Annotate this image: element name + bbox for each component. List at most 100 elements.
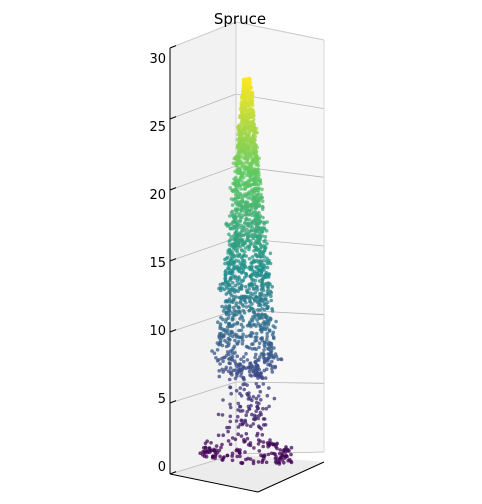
scatter-point — [246, 345, 250, 350]
scatter-point — [238, 422, 243, 427]
scatter-point — [230, 285, 235, 290]
scatter-point — [266, 444, 270, 449]
scatter-point — [253, 417, 257, 422]
scatter-point — [255, 228, 259, 233]
scatter-point — [217, 286, 221, 291]
scatter-point — [239, 357, 243, 362]
scatter-point — [257, 238, 262, 243]
scatter-point — [264, 406, 269, 411]
scatter-point — [234, 301, 239, 305]
scatter-point — [240, 95, 244, 100]
scatter-point — [241, 107, 246, 111]
scatter-point — [253, 368, 257, 373]
z-tick-mark-5 — [169, 400, 177, 404]
scatter-point — [260, 375, 264, 379]
scatter-point — [263, 235, 268, 239]
scatter-point — [241, 176, 246, 180]
scatter-point — [226, 328, 230, 333]
scatter-point — [286, 447, 290, 452]
scatter-point — [255, 371, 259, 376]
scatter-point — [272, 346, 276, 350]
scatter-point — [236, 157, 240, 162]
scatter-point — [230, 280, 235, 285]
scatter-point — [259, 303, 263, 308]
scatter-point — [224, 365, 229, 370]
scatter-point — [271, 324, 276, 328]
scatter-point — [248, 424, 253, 429]
scatter-point — [245, 136, 249, 140]
scatter-point — [245, 358, 250, 362]
scatter-point — [231, 161, 236, 166]
scatter-point — [251, 323, 255, 327]
scatter-point — [265, 285, 270, 289]
scatter-point — [241, 213, 245, 217]
scatter-point — [258, 220, 262, 225]
scatter-point — [230, 209, 235, 214]
scatter-point — [257, 341, 262, 346]
z-tick-label: 20 — [149, 188, 166, 203]
scatter-point — [219, 315, 223, 320]
z-tick-mark-10 — [169, 329, 177, 333]
scatter-point — [255, 162, 260, 166]
scatter-point — [233, 376, 238, 381]
scatter-point — [254, 382, 259, 386]
scatter-point — [247, 155, 252, 159]
scatter-point — [240, 279, 245, 283]
scatter-point — [244, 413, 248, 418]
scatter-point — [239, 208, 244, 213]
z-tick-mark-30 — [169, 45, 177, 49]
scatter-point — [205, 448, 210, 453]
scatter-point — [289, 445, 294, 450]
scatter-point — [252, 188, 257, 193]
scatter-point — [255, 258, 259, 263]
scatter-point — [260, 187, 264, 192]
scatter-point — [239, 434, 244, 438]
z-tick-label: 10 — [149, 324, 166, 339]
scatter-point — [249, 150, 253, 155]
scatter-point — [233, 169, 237, 174]
scatter-point — [243, 439, 247, 444]
scatter-point — [227, 377, 232, 382]
scatter-point — [255, 433, 259, 438]
scatter-point — [262, 307, 267, 312]
scatter-point — [243, 131, 247, 136]
scatter-point — [228, 289, 232, 294]
scatter-point — [239, 153, 243, 157]
scatter-point — [234, 334, 239, 339]
scatter-point — [269, 346, 274, 351]
scatter-point — [265, 393, 270, 398]
scatter-point — [250, 302, 254, 306]
scatter-point — [225, 331, 230, 336]
scatter-point — [257, 172, 261, 177]
scatter-point — [243, 382, 247, 386]
scatter-point — [260, 277, 265, 282]
scatter-point — [224, 311, 229, 315]
scatter-point — [251, 193, 255, 198]
scatter-point — [244, 334, 249, 339]
scatter-point — [239, 266, 244, 271]
scatter-point — [275, 457, 279, 462]
scatter-point — [260, 234, 265, 238]
scatter-point — [275, 441, 280, 446]
scatter-point — [252, 298, 257, 302]
z-tick-mark-20 — [169, 187, 177, 191]
scatter-point — [226, 306, 230, 311]
scatter-point — [251, 461, 256, 466]
scatter-point — [224, 299, 228, 303]
scatter-point — [248, 178, 252, 182]
scatter-point — [237, 366, 241, 370]
scatter-point — [251, 314, 255, 319]
scatter-point — [270, 285, 275, 289]
scatter-point — [244, 212, 249, 217]
scatter-point — [261, 444, 266, 449]
scatter-point — [263, 220, 267, 225]
scatter-point — [250, 128, 254, 133]
scatter-point — [228, 249, 232, 254]
scatter-point — [254, 347, 258, 352]
scatter-point — [255, 288, 260, 292]
scatter-point — [259, 195, 263, 199]
scatter-point — [232, 332, 237, 337]
scatter-point — [262, 268, 266, 272]
scatter-point — [241, 338, 245, 343]
scatter-point — [262, 244, 266, 248]
